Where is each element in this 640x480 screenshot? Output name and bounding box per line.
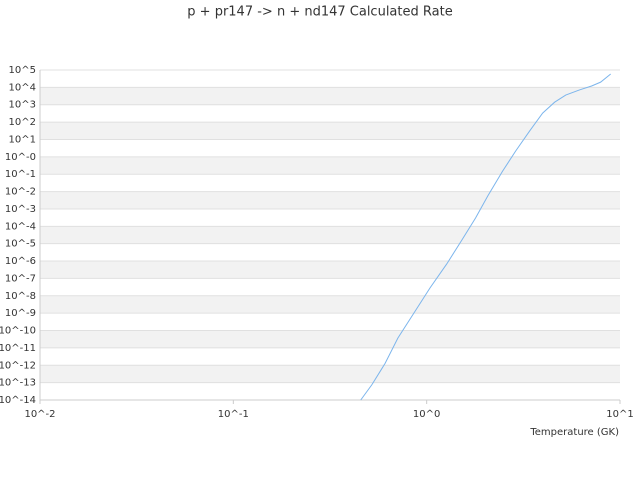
y-tick-label: 10^2: [9, 117, 36, 128]
y-tick-label: 10^-6: [5, 256, 36, 267]
grid-band: [40, 156, 620, 175]
data-line: [360, 73, 612, 401]
y-tick-label: 10^-14: [0, 395, 36, 406]
grid-band: [40, 365, 620, 383]
grid-band: [40, 226, 620, 244]
y-tick-label: 10^3: [9, 100, 36, 111]
y-tick-label: 10^1: [9, 134, 36, 145]
y-tick-label: 10^-3: [5, 204, 36, 215]
y-tick-label: 10^-1: [5, 169, 36, 180]
y-tick-label: 10^-12: [0, 360, 36, 371]
y-tick-label: 10^-7: [5, 273, 36, 284]
y-tick-label: 10^-9: [5, 308, 36, 319]
y-tick-label: 10^-5: [5, 239, 36, 250]
y-tick-label: 10^5: [9, 65, 36, 76]
y-tick-label: 10^-13: [0, 378, 36, 389]
grid-band: [40, 261, 620, 279]
grid-band: [40, 122, 620, 140]
y-tick-label: 10^-10: [0, 326, 36, 337]
y-tick-label: 10^-8: [5, 291, 36, 302]
grid-band: [40, 295, 620, 314]
x-tick-label: 10^1: [606, 409, 633, 420]
grid-band: [40, 191, 620, 209]
x-axis-label: Temperature (GK): [529, 427, 619, 438]
y-tick-label: 10^-0: [5, 152, 36, 163]
grid: [40, 69, 620, 401]
chart-title: p + pr147 -> n + nd147 Calculated Rate: [187, 5, 452, 20]
y-tick-label: 10^-2: [5, 187, 36, 198]
grid-band: [40, 87, 620, 105]
y-tick-label: 10^-4: [5, 221, 36, 232]
x-tick-label: 10^-2: [24, 409, 55, 420]
x-tick-label: 10^0: [413, 409, 440, 420]
grid-band: [40, 330, 620, 348]
y-tick-label: 10^4: [9, 82, 36, 93]
grid-bands: [40, 87, 620, 383]
y-tick-label: 10^-11: [0, 343, 36, 354]
x-tick-label: 10^-1: [218, 409, 249, 420]
